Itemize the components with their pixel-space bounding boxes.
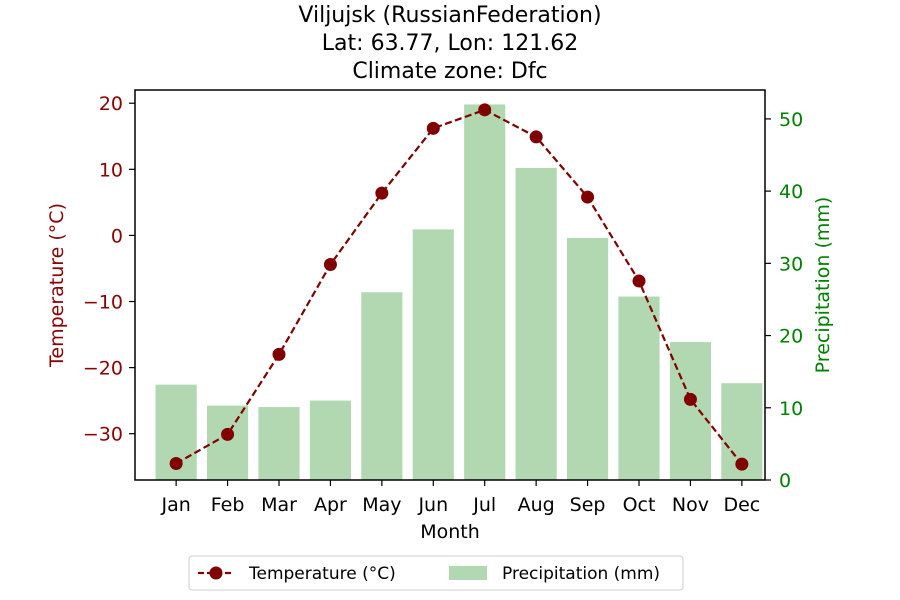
precipitation-bar xyxy=(618,296,660,480)
legend-precipitation-label: Precipitation (mm) xyxy=(502,564,660,584)
temperature-point xyxy=(221,427,235,441)
left-tick-label: 0 xyxy=(111,225,123,247)
chart-title-line-3: Climate zone: Dfc xyxy=(352,59,547,84)
x-axis-ticks: Jan Feb Mar Apr May Jun Jul Aug Sep Oct Nov Dec xyxy=(160,480,760,516)
precipitation-bar xyxy=(412,229,454,480)
temperature-point xyxy=(683,392,697,406)
right-tick-label: 10 xyxy=(779,398,803,420)
temperature-line xyxy=(169,103,749,471)
right-tick-label: 40 xyxy=(779,181,803,203)
x-tick-label: Apr xyxy=(314,494,347,516)
precipitation-bar xyxy=(515,168,557,480)
precipitation-bar xyxy=(464,104,506,480)
left-tick-label: 20 xyxy=(99,93,123,115)
x-tick-label: Feb xyxy=(211,494,245,516)
right-axis-ticks: 0 10 20 30 40 50 xyxy=(765,109,803,492)
right-tick-label: 50 xyxy=(779,109,803,131)
right-tick-label: 0 xyxy=(779,470,791,492)
temperature-point xyxy=(323,258,337,272)
left-tick-label: 10 xyxy=(99,159,123,181)
x-tick-label: Sep xyxy=(570,494,606,516)
temperature-point xyxy=(529,130,543,144)
chart-title-line-2: Lat: 63.77, Lon: 121.62 xyxy=(322,31,578,56)
precipitation-bars xyxy=(155,104,763,480)
legend: Temperature (°C) Precipitation (mm) xyxy=(188,555,684,591)
x-tick-label: Dec xyxy=(723,494,760,516)
temperature-point xyxy=(169,456,183,470)
left-axis-ticks: −30 −20 −10 0 10 20 xyxy=(83,93,135,446)
legend-temperature-marker xyxy=(209,566,223,580)
left-tick-label: −20 xyxy=(83,358,123,380)
temperature-point xyxy=(632,274,646,288)
x-tick-label: Nov xyxy=(672,494,709,516)
temperature-series-line xyxy=(175,108,743,465)
x-tick-label: Jan xyxy=(160,494,190,516)
right-tick-label: 30 xyxy=(779,253,803,275)
left-axis-label: Temperature (°C) xyxy=(46,203,68,368)
precipitation-bar xyxy=(361,292,403,480)
temperature-point xyxy=(581,190,595,204)
temperature-point xyxy=(272,347,286,361)
x-axis-label: Month xyxy=(420,521,480,543)
right-axis-label: Precipitation (mm) xyxy=(812,197,834,374)
right-tick-label: 20 xyxy=(779,326,803,348)
legend-temperature-label: Temperature (°C) xyxy=(248,564,396,584)
left-tick-label: −10 xyxy=(83,292,123,314)
temperature-point xyxy=(735,457,749,471)
temperature-point xyxy=(426,121,440,135)
x-tick-label: May xyxy=(362,494,401,516)
left-tick-label: −30 xyxy=(83,424,123,446)
legend-precipitation-swatch xyxy=(449,566,487,580)
chart-title-line-1: Viljujsk (RussianFederation) xyxy=(298,3,601,28)
legend-box xyxy=(188,555,684,591)
x-tick-label: Oct xyxy=(623,494,656,516)
plot-frame xyxy=(134,89,766,481)
x-tick-label: Jul xyxy=(472,494,496,516)
x-tick-label: Mar xyxy=(261,494,297,516)
x-tick-label: Aug xyxy=(518,494,555,516)
precipitation-bar xyxy=(567,238,609,480)
precipitation-bar xyxy=(309,400,351,480)
precipitation-bar xyxy=(258,407,300,480)
x-tick-label: Jun xyxy=(417,494,448,516)
temperature-point xyxy=(478,103,492,117)
precipitation-bar xyxy=(669,342,711,480)
temperature-point xyxy=(375,186,389,200)
